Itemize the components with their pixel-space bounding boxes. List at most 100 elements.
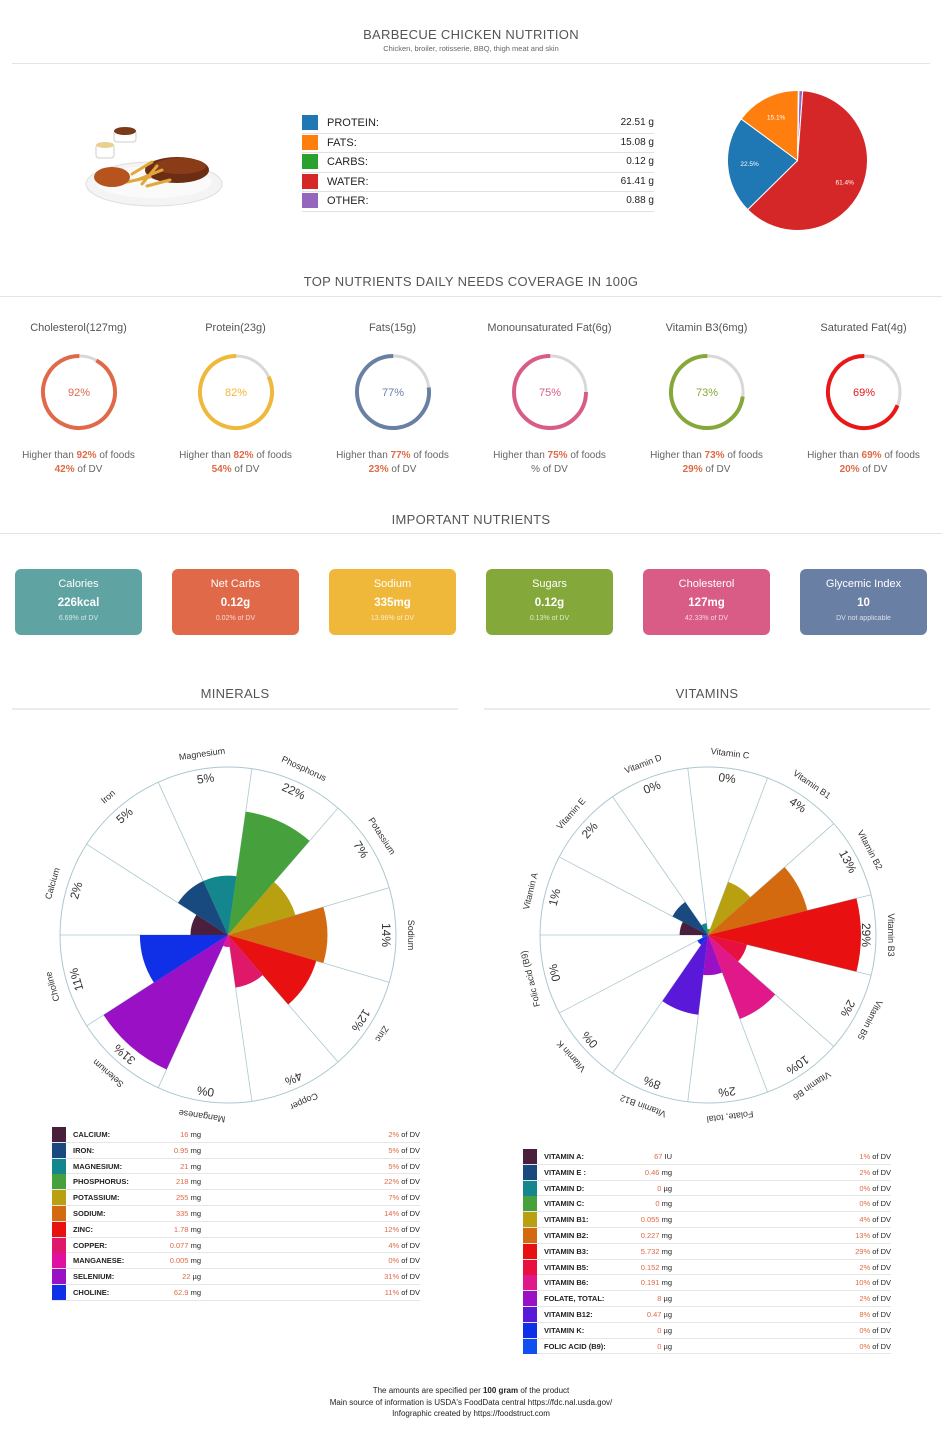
hi-post: of foods: [724, 450, 763, 461]
polar-wedge-vitamin-b12: [662, 935, 708, 1015]
row-name: SODIUM:: [73, 1209, 106, 1218]
row-dv: 0% of DV: [388, 1256, 420, 1265]
row-swatch: [523, 1322, 537, 1338]
polar-value-label: 12%: [348, 1007, 373, 1035]
vitamins-polar-chart: Vitamin A 1%Vitamin E2%Vitamin D0%Vitamin…: [519, 746, 896, 1124]
footer-line-1: The amounts are specified per 100 gram o…: [372, 1386, 570, 1395]
polar-wedge-folic-acid-b9-: [702, 935, 708, 938]
row-dv-value: 10%: [855, 1278, 871, 1288]
row-amount-value: 0.47: [646, 1310, 662, 1319]
hi-post: of foods: [410, 450, 449, 461]
minerals-row: ZINC: 1.78 mg 12% of DV: [52, 1221, 420, 1238]
footer-line-2: Main source of information is USDA's Foo…: [329, 1397, 613, 1407]
macro-pie-chart: 61.4% 22.5% 15.1%: [727, 89, 868, 231]
row-dv: 0% of DV: [859, 1184, 891, 1193]
polar-value-label: 10%: [784, 1052, 812, 1077]
vitamins-row: VITAMIN C: 0 mg 0% of DV: [523, 1196, 891, 1213]
row-dv-value: 14%: [384, 1209, 400, 1218]
coverage-ring: 77%: [354, 354, 431, 430]
row-name: VITAMIN C:: [544, 1199, 585, 1209]
row-name: VITAMIN B5:: [544, 1262, 589, 1272]
coverage-higher-than: Higher than 69% of foods: [785, 450, 942, 461]
row-dv: 11% of DV: [385, 1288, 420, 1297]
row-amount-value: 1.78: [173, 1224, 189, 1234]
polar-category-label: Vitamin E: [555, 796, 588, 831]
row-amount-value: 0: [657, 1325, 662, 1335]
card-subtitle: DV not applicable: [836, 615, 891, 622]
row-swatch: [523, 1212, 537, 1228]
minerals-title: MINERALS: [200, 686, 270, 701]
coverage-ring: 92%: [40, 354, 117, 431]
row-dv-value: 4%: [388, 1240, 400, 1250]
macro-swatch: [302, 173, 318, 189]
card-subtitle: 13.96% of DV: [370, 615, 415, 622]
macro-row-3: WATER: 61.41 g: [302, 173, 654, 192]
ring-percent: 69%: [852, 387, 874, 399]
hi-pre: Higher than: [22, 450, 77, 461]
polar-value-label: 0%: [579, 1028, 601, 1051]
hi-post: of foods: [253, 450, 292, 461]
vitamins-row: VITAMIN E : 0.46 mg 2% of DV: [523, 1164, 891, 1181]
polar-value-label: 29%: [859, 923, 873, 947]
macro-row-4: OTHER: 0.88 g: [302, 192, 654, 212]
pie-slice-water: [746, 90, 868, 231]
row-dv: 2% of DV: [859, 1294, 891, 1303]
row-name: VITAMIN B1:: [544, 1215, 589, 1225]
macro-swatch: [302, 134, 318, 150]
row-amount: 21 mg: [180, 1162, 201, 1171]
pie-label-fats: 15.1%: [767, 115, 786, 122]
row-name: FOLATE, TOTAL:: [544, 1294, 605, 1304]
row-amount-unit: µg: [661, 1341, 673, 1351]
macro-label: PROTEIN:: [327, 117, 379, 129]
polar-value-label: 2%: [67, 880, 85, 901]
row-amount: 0 mg: [655, 1199, 672, 1208]
macro-row-2: CARBS: 0.12 g: [302, 153, 654, 173]
row-name: ZINC:: [73, 1224, 93, 1234]
card-title: Cholesterol: [678, 578, 735, 590]
polar-wedge-potassium: [228, 881, 296, 935]
row-swatch: [52, 1206, 66, 1221]
dv-val: 20%: [839, 464, 860, 475]
row-swatch: [52, 1190, 66, 1206]
polar-wedge-vitamin-a: [679, 921, 708, 935]
polar-category-label: Phosphorus: [280, 754, 328, 783]
row-dv: 7% of DV: [388, 1193, 420, 1202]
pie-label-water: 61.4%: [835, 179, 854, 186]
row-amount: 255 mg: [176, 1193, 201, 1202]
hi-post: of foods: [881, 450, 920, 461]
polar-value-label: 0%: [718, 770, 737, 786]
polar-spoke: [707, 934, 872, 976]
row-amount-unit: mg: [659, 1199, 672, 1209]
row-dv: 31% of DV: [384, 1272, 420, 1281]
macro-swatch: [302, 154, 318, 169]
macro-label: OTHER:: [327, 195, 369, 207]
ring-percent: 75%: [538, 387, 560, 399]
row-dv: 2% of DV: [859, 1168, 891, 1177]
row-dv-value: 0%: [859, 1199, 871, 1209]
row-name: VITAMIN K:: [544, 1325, 585, 1335]
coverage-dv: 29% of DV: [628, 464, 785, 475]
row-dv-suffix: of DV: [870, 1341, 891, 1351]
coverage-name: Vitamin B3(6mg): [665, 322, 748, 334]
card-value: 226kcal: [57, 597, 100, 609]
coverage-dv: 23% of DV: [314, 464, 471, 475]
polar-wedge-vitamin-b5: [708, 935, 747, 962]
row-dv-suffix: of DV: [870, 1199, 891, 1209]
polar-spoke: [687, 934, 709, 1102]
hi-val: 75%: [547, 450, 568, 461]
polar-wedge-vitamin-b1: [708, 881, 751, 935]
coverage-name: Protein(23g): [205, 322, 266, 334]
row-dv-value: 0%: [859, 1325, 871, 1335]
row-swatch: [523, 1291, 537, 1307]
ring-percent: 92%: [67, 387, 89, 399]
footer-line-3: Infographic created by https://foodstruc…: [392, 1409, 550, 1418]
polar-wedge-vitamin-b6: [708, 935, 776, 1019]
polar-spoke: [227, 934, 253, 1102]
row-dv-suffix: of DV: [399, 1240, 420, 1250]
row-dv-value: 7%: [388, 1193, 400, 1203]
nutrient-card: Sodium 335mg 13.96% of DV: [329, 569, 456, 635]
polar-spoke: [227, 807, 339, 936]
coverage-higher-than: Higher than 73% of foods: [628, 450, 785, 461]
row-dv-value: 5%: [388, 1145, 400, 1155]
row-dv-value: 0%: [859, 1183, 871, 1193]
